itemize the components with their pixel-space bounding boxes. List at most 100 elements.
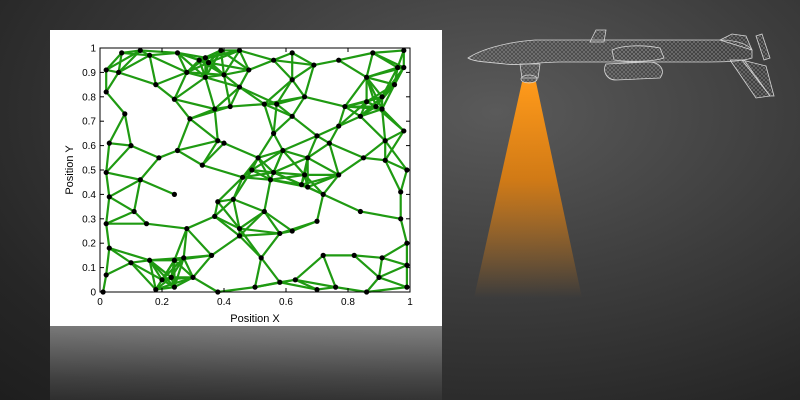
network-edge [105,222,111,250]
data-point [119,50,125,56]
network-edge [191,276,219,294]
network-edge [257,149,284,159]
data-point [342,103,348,110]
network-edge [154,71,188,86]
network-edge [132,178,142,213]
sensor-beam [474,82,582,298]
network-edge [173,259,195,279]
data-point [404,284,410,290]
x-tick-label: 0.4 [217,297,231,308]
data-point [320,191,326,197]
data-point [255,155,261,161]
network-edge [148,259,157,291]
network-edge [263,78,294,106]
network-edge [241,176,272,181]
network-edge [315,286,337,291]
network-edge [173,98,191,120]
network-edge [250,168,272,181]
network-edge [291,95,306,118]
network-edge [303,95,346,108]
network-edge [359,100,368,118]
network-edge [272,149,284,174]
network-edge [182,256,195,279]
network-edge [170,256,185,279]
data-point [236,225,243,232]
data-point [326,140,332,146]
data-point [320,252,326,258]
network-edge [306,156,340,176]
data-point [271,57,277,63]
network-edge [337,115,362,128]
network-edge [232,198,266,213]
network-edge [328,124,340,145]
network-edge [105,246,111,277]
data-point [184,69,190,75]
network-edge [117,71,157,86]
network-edge [291,78,306,98]
data-point [360,155,367,161]
data-point [181,255,187,261]
data-point [267,177,274,183]
y-tick-label: 0.3 [82,214,96,225]
network-edge [157,149,179,159]
network-edge [232,168,253,201]
ticks-layer: 0 0.2 0.4 0.6 0.8 1 0 0.1 0.2 0.3 0.4 0.5 0.6 0.7 0.8 0… [82,44,413,309]
network-edge [105,142,111,174]
network-edge [108,178,142,198]
network-edge [315,193,325,223]
data-point [137,47,143,54]
network-edge [272,171,306,176]
network-edge [204,76,216,111]
y-tick-label: 1 [90,44,96,55]
data-point [171,191,177,197]
network-edge [260,232,281,259]
data-point [156,155,162,161]
network-edge [222,49,241,76]
network-edge [129,261,157,291]
network-edge [222,73,232,108]
x-tick-label: 0.6 [279,297,293,308]
network-edge [219,49,250,72]
network-edge [213,107,219,142]
data-point [168,274,174,280]
data-point [212,106,218,112]
network-edge [101,273,108,294]
network-edge [371,49,405,54]
network-edge [381,107,405,133]
network-edge [222,73,241,89]
network-edge [108,142,133,147]
data-point [106,194,112,200]
data-point [236,84,243,90]
network-edge [263,178,272,213]
data-point [209,252,215,258]
network-edge [123,112,133,147]
network-edge [281,149,309,159]
data-point [305,155,311,161]
data-point [221,140,227,146]
network-edge [173,256,185,289]
network-edge [312,59,340,67]
data-point [227,103,233,110]
data-point [143,221,150,227]
y-tick-label: 0.4 [82,190,96,201]
data-point [215,199,221,205]
data-point [205,60,212,66]
data-point [147,52,153,58]
data-point [240,174,246,180]
network-edge [272,115,294,135]
data-point [373,103,379,110]
data-point [357,208,363,215]
data-point [171,284,177,290]
network-edge [315,124,340,137]
network-edge [229,85,241,108]
data-point [221,72,227,78]
data-point [202,55,208,61]
network-edge [343,105,362,118]
network-edge [201,142,226,167]
data-point [174,50,181,56]
network-edge [222,68,250,76]
network-edge [365,51,374,79]
network-edge [105,171,142,181]
network-edge [260,256,281,284]
